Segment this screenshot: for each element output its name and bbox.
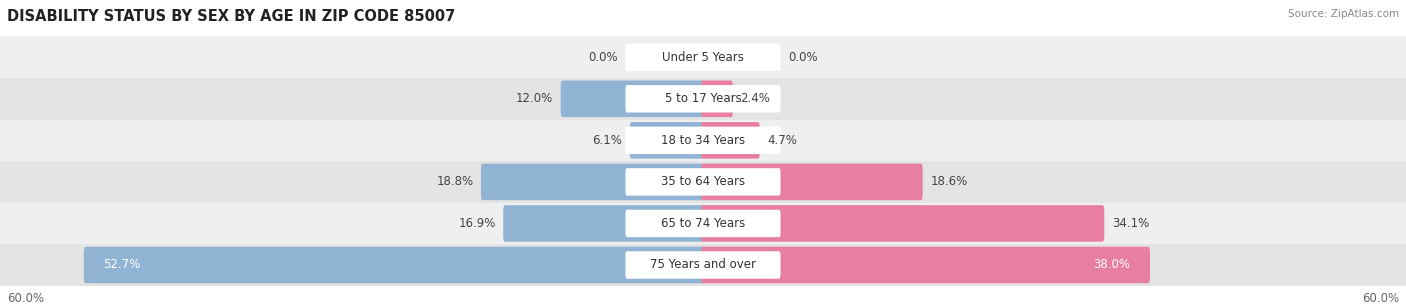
FancyBboxPatch shape bbox=[0, 244, 1406, 286]
FancyBboxPatch shape bbox=[626, 127, 780, 154]
Text: 60.0%: 60.0% bbox=[1362, 292, 1399, 304]
Text: 75 Years and over: 75 Years and over bbox=[650, 258, 756, 271]
Text: DISABILITY STATUS BY SEX BY AGE IN ZIP CODE 85007: DISABILITY STATUS BY SEX BY AGE IN ZIP C… bbox=[7, 9, 456, 24]
FancyBboxPatch shape bbox=[630, 122, 704, 159]
FancyBboxPatch shape bbox=[0, 203, 1406, 244]
FancyBboxPatch shape bbox=[626, 251, 780, 279]
FancyBboxPatch shape bbox=[702, 205, 1104, 242]
Text: 5 to 17 Years: 5 to 17 Years bbox=[665, 92, 741, 105]
Text: 35 to 64 Years: 35 to 64 Years bbox=[661, 175, 745, 188]
Text: 0.0%: 0.0% bbox=[789, 51, 818, 64]
Text: 65 to 74 Years: 65 to 74 Years bbox=[661, 217, 745, 230]
FancyBboxPatch shape bbox=[0, 161, 1406, 203]
Text: 16.9%: 16.9% bbox=[458, 217, 496, 230]
Text: 34.1%: 34.1% bbox=[1112, 217, 1149, 230]
FancyBboxPatch shape bbox=[84, 247, 704, 283]
FancyBboxPatch shape bbox=[702, 164, 922, 200]
Text: 6.1%: 6.1% bbox=[592, 134, 621, 147]
FancyBboxPatch shape bbox=[503, 205, 704, 242]
Text: Under 5 Years: Under 5 Years bbox=[662, 51, 744, 64]
Text: 52.7%: 52.7% bbox=[103, 258, 141, 271]
FancyBboxPatch shape bbox=[561, 81, 704, 117]
FancyBboxPatch shape bbox=[0, 78, 1406, 119]
Text: 60.0%: 60.0% bbox=[7, 292, 44, 304]
Text: 38.0%: 38.0% bbox=[1094, 258, 1130, 271]
Text: 0.0%: 0.0% bbox=[588, 51, 617, 64]
Text: 18.8%: 18.8% bbox=[436, 175, 474, 188]
FancyBboxPatch shape bbox=[702, 81, 733, 117]
Text: 12.0%: 12.0% bbox=[516, 92, 553, 105]
FancyBboxPatch shape bbox=[626, 43, 780, 71]
FancyBboxPatch shape bbox=[626, 210, 780, 237]
Text: 18 to 34 Years: 18 to 34 Years bbox=[661, 134, 745, 147]
FancyBboxPatch shape bbox=[702, 122, 759, 159]
Text: 18.6%: 18.6% bbox=[931, 175, 967, 188]
FancyBboxPatch shape bbox=[626, 168, 780, 195]
FancyBboxPatch shape bbox=[481, 164, 704, 200]
Text: Source: ZipAtlas.com: Source: ZipAtlas.com bbox=[1288, 9, 1399, 19]
FancyBboxPatch shape bbox=[0, 119, 1406, 161]
FancyBboxPatch shape bbox=[0, 36, 1406, 78]
Text: 2.4%: 2.4% bbox=[741, 92, 770, 105]
FancyBboxPatch shape bbox=[702, 247, 1150, 283]
Text: 4.7%: 4.7% bbox=[768, 134, 797, 147]
FancyBboxPatch shape bbox=[626, 85, 780, 112]
